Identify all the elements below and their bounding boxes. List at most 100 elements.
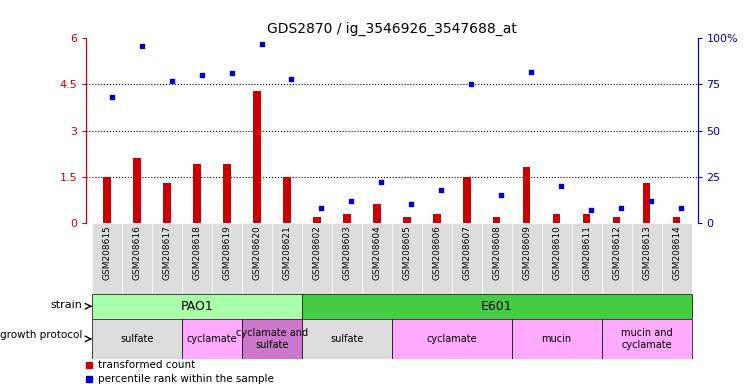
Text: GSM208619: GSM208619 (223, 225, 232, 280)
Bar (602, 319, 692, 359)
Text: GSM208618: GSM208618 (193, 225, 202, 280)
Bar (463, 177, 470, 223)
Text: sulfate: sulfate (121, 334, 154, 344)
Point (555, 183, 567, 189)
Bar (523, 167, 530, 223)
Text: GSM208614: GSM208614 (672, 225, 681, 280)
Text: PAO1: PAO1 (181, 300, 214, 313)
Bar (242, 319, 302, 359)
Point (435, 187, 447, 193)
Bar (254, 91, 261, 223)
Point (136, 43, 148, 49)
Text: E601: E601 (481, 300, 512, 313)
Text: GSM208606: GSM208606 (432, 225, 441, 280)
Text: GSM208604: GSM208604 (373, 225, 382, 280)
Bar (182, 319, 242, 359)
Bar (152, 223, 182, 294)
Bar (512, 223, 542, 294)
Bar (374, 204, 381, 223)
Text: mucin and
cyclamate: mucin and cyclamate (621, 328, 673, 350)
Point (226, 70, 238, 76)
Text: GSM208615: GSM208615 (103, 225, 112, 280)
Text: GSM208602: GSM208602 (313, 225, 322, 280)
Bar (553, 214, 560, 223)
Text: GSM208605: GSM208605 (402, 225, 411, 280)
Bar (164, 183, 171, 223)
Text: GSM208607: GSM208607 (462, 225, 471, 280)
Text: GSM208611: GSM208611 (582, 225, 591, 280)
Point (106, 94, 118, 101)
Point (346, 197, 358, 204)
Text: GSM208612: GSM208612 (612, 225, 621, 280)
Text: GSM208603: GSM208603 (343, 225, 352, 280)
Point (645, 197, 657, 204)
Text: sulfate: sulfate (330, 334, 364, 344)
Point (196, 72, 208, 78)
Bar (482, 223, 512, 294)
Text: percentile rank within the sample: percentile rank within the sample (98, 374, 274, 384)
Text: GSM208609: GSM208609 (522, 225, 531, 280)
Bar (512, 319, 602, 359)
Bar (392, 223, 422, 294)
Bar (302, 294, 692, 319)
Bar (302, 223, 332, 294)
Bar (662, 223, 692, 294)
Bar (182, 223, 212, 294)
Bar (572, 223, 602, 294)
Bar (314, 217, 321, 223)
Bar (92, 223, 122, 294)
Bar (452, 223, 482, 294)
Bar (92, 319, 182, 359)
Bar (104, 177, 111, 223)
Text: mucin: mucin (542, 334, 572, 344)
Bar (632, 223, 662, 294)
Bar (392, 319, 512, 359)
Point (405, 201, 417, 207)
Bar (224, 164, 231, 223)
Point (376, 179, 388, 185)
Bar (362, 223, 392, 294)
Text: GSM208621: GSM208621 (283, 225, 292, 280)
Bar (613, 217, 620, 223)
Point (495, 192, 507, 198)
Point (585, 207, 597, 213)
Bar (643, 183, 650, 223)
Text: GSM208608: GSM208608 (492, 225, 501, 280)
Point (316, 205, 328, 211)
Bar (194, 164, 201, 223)
Bar (602, 223, 632, 294)
Bar (403, 217, 410, 223)
Point (256, 41, 268, 47)
Text: GSM208617: GSM208617 (163, 225, 172, 280)
Bar (302, 319, 392, 359)
Text: transformed count: transformed count (98, 360, 196, 370)
Point (525, 68, 537, 74)
Bar (284, 177, 291, 223)
Bar (212, 223, 242, 294)
Bar (122, 223, 152, 294)
Point (615, 205, 627, 211)
Text: GSM208613: GSM208613 (642, 225, 651, 280)
Bar (134, 158, 141, 223)
Text: cyclamate: cyclamate (427, 334, 477, 344)
Bar (242, 223, 272, 294)
Text: growth protocol: growth protocol (0, 330, 82, 340)
Text: GSM208610: GSM208610 (552, 225, 561, 280)
Title: GDS2870 / ig_3546926_3547688_at: GDS2870 / ig_3546926_3547688_at (267, 22, 517, 36)
Text: GSM208616: GSM208616 (133, 225, 142, 280)
Bar (332, 223, 362, 294)
Bar (433, 214, 440, 223)
Bar (422, 223, 452, 294)
Text: cyclamate: cyclamate (187, 334, 238, 344)
Point (286, 76, 298, 82)
Point (166, 78, 178, 84)
Bar (542, 223, 572, 294)
Text: cyclamate and
sulfate: cyclamate and sulfate (236, 328, 308, 350)
Point (675, 205, 687, 211)
Point (465, 81, 477, 88)
Bar (344, 214, 351, 223)
Text: strain: strain (51, 300, 82, 310)
Text: GSM208620: GSM208620 (253, 225, 262, 280)
Bar (272, 223, 302, 294)
Bar (493, 217, 500, 223)
